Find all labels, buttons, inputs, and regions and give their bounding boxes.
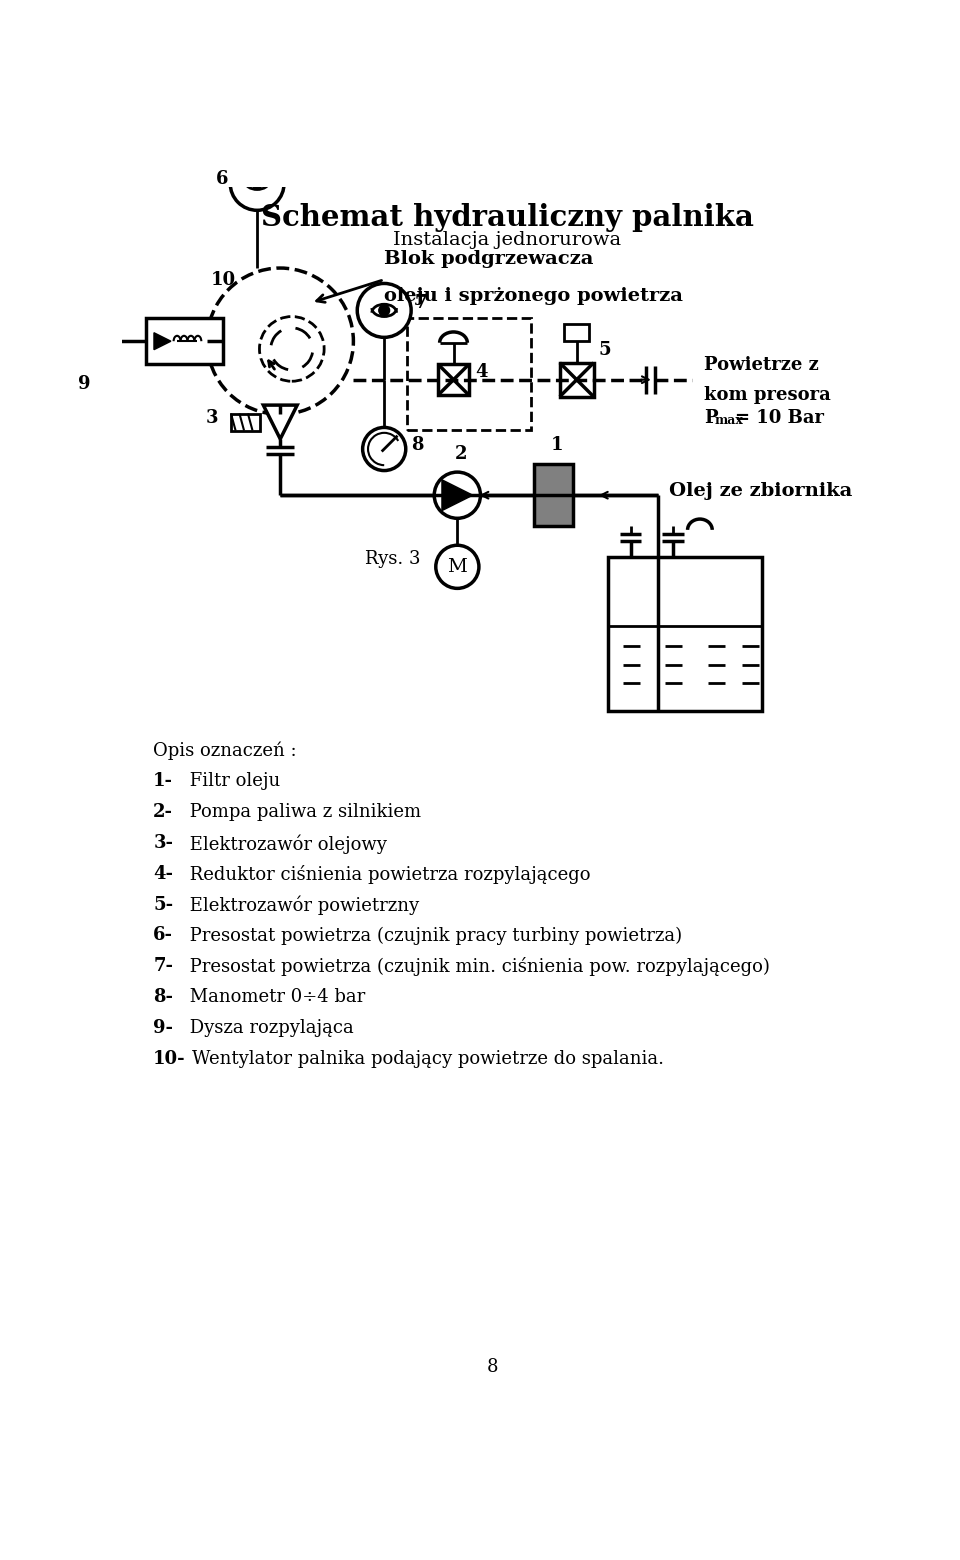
Text: Rys. 3: Rys. 3 xyxy=(365,551,420,568)
Bar xyxy=(407,318,531,429)
Text: 8-: 8- xyxy=(154,987,173,1006)
Text: 3: 3 xyxy=(206,409,219,427)
Bar xyxy=(608,557,761,711)
Text: 6: 6 xyxy=(216,170,228,189)
Bar xyxy=(564,324,589,342)
Text: 10: 10 xyxy=(211,270,236,289)
Bar xyxy=(146,318,223,365)
Text: = 10 Bar: = 10 Bar xyxy=(734,409,824,427)
Text: 4-: 4- xyxy=(154,864,173,883)
Text: 8: 8 xyxy=(411,437,423,454)
Text: Powietrze z: Powietrze z xyxy=(704,356,819,373)
Text: 3-: 3- xyxy=(154,835,173,852)
Text: 6-: 6- xyxy=(154,927,173,944)
Text: Reduktor ciśnienia powietrza rozpylającego: Reduktor ciśnienia powietrza rozpylające… xyxy=(184,864,590,885)
Bar xyxy=(535,465,573,526)
Text: Presostat powietrza (czujnik pracy turbiny powietrza): Presostat powietrza (czujnik pracy turbi… xyxy=(184,927,683,945)
Circle shape xyxy=(434,473,480,518)
Text: 8: 8 xyxy=(487,1357,497,1376)
Polygon shape xyxy=(154,332,171,349)
Polygon shape xyxy=(442,480,472,510)
Text: 9-: 9- xyxy=(154,1019,173,1037)
Text: 1: 1 xyxy=(551,435,564,454)
Text: 1-: 1- xyxy=(154,772,173,791)
Text: Olej ze zbiornika: Olej ze zbiornika xyxy=(669,482,852,501)
Circle shape xyxy=(436,546,479,588)
Circle shape xyxy=(379,306,390,315)
Text: kom presora: kom presora xyxy=(704,385,830,404)
Text: 7-: 7- xyxy=(154,958,173,975)
Circle shape xyxy=(252,178,262,189)
Text: Pompa paliwa z silnikiem: Pompa paliwa z silnikiem xyxy=(184,803,421,821)
Text: Elektrozawór powietrzny: Elektrozawór powietrzny xyxy=(184,895,420,916)
Circle shape xyxy=(207,268,353,415)
Text: 2: 2 xyxy=(455,445,468,463)
Text: 2-: 2- xyxy=(154,803,173,821)
Text: P: P xyxy=(704,409,717,427)
Bar xyxy=(231,413,260,431)
Text: oleju i sprżonego powietrza: oleju i sprżonego powietrza xyxy=(384,287,684,306)
Text: 5: 5 xyxy=(598,342,611,359)
Text: Schemat hydrauliczny palnika: Schemat hydrauliczny palnika xyxy=(261,203,754,232)
Text: 5-: 5- xyxy=(154,895,174,914)
Text: 9: 9 xyxy=(78,374,90,393)
Circle shape xyxy=(357,284,411,337)
Circle shape xyxy=(230,156,284,211)
Text: 10-: 10- xyxy=(154,1050,186,1067)
Text: max: max xyxy=(714,413,743,426)
Text: Instalacja jednorurowa: Instalacja jednorurowa xyxy=(394,231,621,248)
Polygon shape xyxy=(263,406,298,438)
Text: Opis oznaczeń :: Opis oznaczeń : xyxy=(154,741,297,760)
Text: Blok podgrzewacza: Blok podgrzewacza xyxy=(384,250,593,268)
Circle shape xyxy=(363,427,406,471)
Circle shape xyxy=(259,317,324,381)
Text: Filtr oleju: Filtr oleju xyxy=(184,772,280,791)
Text: Elektrozawór olejowy: Elektrozawór olejowy xyxy=(184,835,387,853)
Text: Wentylator palnika podający powietrze do spalania.: Wentylator palnika podający powietrze do… xyxy=(192,1050,663,1067)
Text: Dysza rozpylająca: Dysza rozpylająca xyxy=(184,1019,353,1037)
Text: M: M xyxy=(447,558,468,576)
Text: 4: 4 xyxy=(475,363,488,381)
Text: Presostat powietrza (czujnik min. ciśnienia pow. rozpylającego): Presostat powietrza (czujnik min. ciśnie… xyxy=(184,958,770,977)
Text: Manometr 0÷4 bar: Manometr 0÷4 bar xyxy=(184,987,365,1006)
Text: 7: 7 xyxy=(415,293,427,312)
